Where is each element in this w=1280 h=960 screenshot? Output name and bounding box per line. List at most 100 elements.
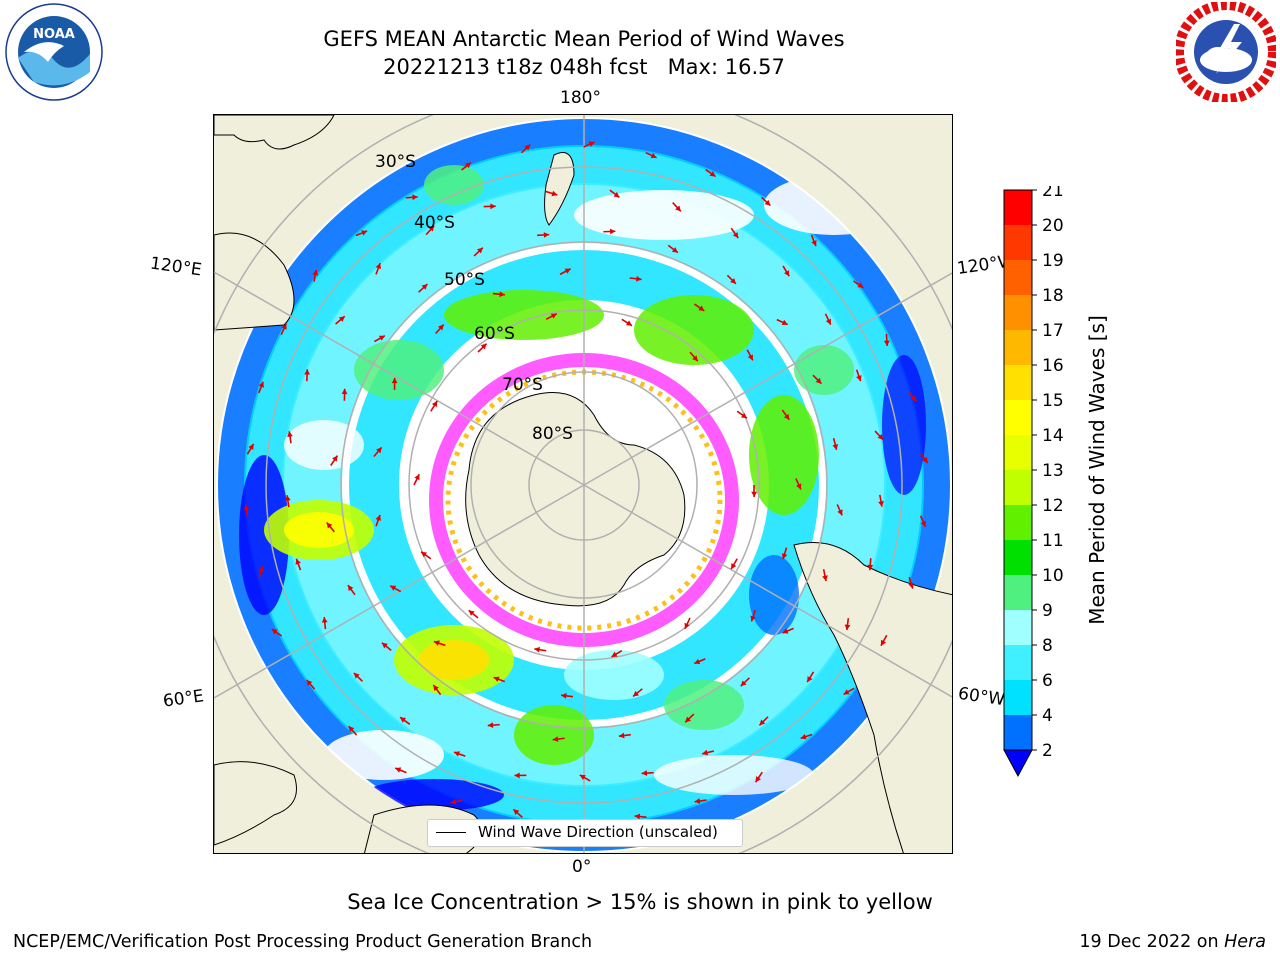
wave-arrow-head xyxy=(487,722,494,729)
legend-label: Wind Wave Direction (unscaled) xyxy=(478,823,718,841)
wave-arrow-head xyxy=(920,520,926,527)
colorbar-segment xyxy=(1004,680,1032,715)
colorbar-tick-label: 2 xyxy=(1042,741,1053,761)
colorbar-segment xyxy=(1004,190,1032,225)
wave-arrow-head xyxy=(326,522,333,529)
wave-arrow-head xyxy=(867,564,874,571)
colorbar-tick-label: 15 xyxy=(1042,391,1064,411)
wave-arrow-head xyxy=(433,640,440,646)
wave-arrow-head xyxy=(480,343,487,350)
colorbar-tick-label: 18 xyxy=(1042,286,1064,306)
colorbar-segment xyxy=(1004,365,1032,400)
lon-label-180: 180° xyxy=(560,88,601,108)
wave-arrow-head xyxy=(671,247,678,253)
footer-date: 19 Dec 2022 on Hera xyxy=(1079,932,1266,952)
wave-arrow-head xyxy=(414,474,420,481)
wave-arrow-head xyxy=(375,263,382,270)
wave-arrow-head xyxy=(685,716,691,723)
wave-arrow-head xyxy=(832,444,839,450)
colorbar-segment xyxy=(1004,400,1032,435)
wave-arrow-head xyxy=(550,313,557,319)
wave-arrow-head xyxy=(454,751,460,757)
wave-arrow-head xyxy=(807,676,813,683)
wave-arrow-head xyxy=(375,514,381,521)
wave-arrow-head xyxy=(755,776,761,783)
colorbar-tick-label: 12 xyxy=(1042,496,1064,516)
wave-arrow-head xyxy=(543,232,550,238)
wave-arrow-head xyxy=(751,491,757,497)
lon-label-60e: 60°E xyxy=(161,686,206,712)
sea-ice-note: Sea Ice Concentration > 15% is shown in … xyxy=(347,890,933,914)
wave-arrow-head xyxy=(781,319,788,326)
map-legend: Wind Wave Direction (unscaled) xyxy=(427,819,743,847)
wave-arrow-head xyxy=(878,500,884,507)
wave-arrow-head xyxy=(877,433,884,440)
wave-arrow-head xyxy=(611,651,618,657)
wave-arrow-head xyxy=(750,615,756,622)
wave-arrow-head xyxy=(908,582,914,589)
wave-arrow-head xyxy=(284,495,291,501)
colorbar-segment xyxy=(1004,575,1032,610)
legend-line xyxy=(436,832,466,833)
colorbar-graphic: 2 4 6 8 9 10 11 12 13 14 15 16 17 18 19 20 21 xyxy=(1003,181,1064,778)
wave-arrow-head xyxy=(428,225,435,232)
colorbar-tick-label: 16 xyxy=(1042,356,1064,376)
colorbar-segment xyxy=(1004,330,1032,365)
wave-arrow-head xyxy=(468,610,475,616)
wave-arrow-head xyxy=(295,558,301,565)
wave-arrow-head xyxy=(731,563,737,570)
wave-arrow-head xyxy=(730,278,736,284)
colorbar-tick-label: 10 xyxy=(1042,566,1064,586)
lon-label-60w: 60°W xyxy=(956,683,1007,711)
colorbar-segment xyxy=(1004,295,1032,330)
lat-label-40s: 40°S xyxy=(414,213,455,233)
continent-australia-top xyxy=(214,115,335,150)
wave-arrow-head xyxy=(450,799,457,805)
wave-arrow-head xyxy=(922,457,928,463)
wave-arrow-head xyxy=(338,316,345,322)
nws-logo xyxy=(1174,0,1278,104)
wave-arrow-head xyxy=(348,726,355,732)
colorbar-segment xyxy=(1004,540,1032,575)
wave-arrow-head xyxy=(732,232,739,239)
wave-arrow-head xyxy=(641,770,648,776)
footer-credit: NCEP/EMC/Verification Post Processing Pr… xyxy=(13,932,593,952)
wave-arrow-head xyxy=(625,320,632,326)
wave-arrow-head xyxy=(258,381,264,388)
wave-arrow-head xyxy=(675,205,681,212)
wave-arrow-head xyxy=(588,141,595,147)
wave-arrow-head xyxy=(524,144,531,151)
wave-arrow-head xyxy=(499,291,505,298)
wave-arrow-head xyxy=(306,679,313,686)
colorbar-tick-label: 19 xyxy=(1042,251,1064,271)
colorbar-tick-label: 6 xyxy=(1042,671,1053,691)
continent-south-america xyxy=(793,542,952,853)
colorbar-tick-label: 13 xyxy=(1042,461,1064,481)
lat-label-80s: 80°S xyxy=(532,424,573,444)
wave-arrow-head xyxy=(800,733,807,740)
wave-arrow-head xyxy=(552,736,559,742)
wave-arrow-head xyxy=(304,369,310,375)
lat-label-70s: 70°S xyxy=(502,375,543,395)
antarctica xyxy=(465,392,686,607)
wave-arrow-head xyxy=(378,335,385,341)
wave-arrow-head xyxy=(534,646,540,653)
wave-arrow-head xyxy=(759,719,766,726)
wave-arrow-head xyxy=(438,324,444,331)
map-canvas xyxy=(214,115,952,853)
wave-arrow-head xyxy=(741,412,747,419)
colorbar-segment xyxy=(1004,505,1032,540)
colorbar-segment xyxy=(1004,260,1032,295)
lat-label-30s: 30°S xyxy=(375,152,416,172)
wave-arrow-head xyxy=(880,639,887,646)
wave-arrow-head xyxy=(391,377,398,384)
wave-arrow-head xyxy=(613,191,620,198)
wave-arrow-head xyxy=(412,194,418,201)
wave-arrow-head xyxy=(332,455,338,462)
lon-label-120e: 120°E xyxy=(148,253,203,281)
colorbar-segment xyxy=(1004,470,1032,505)
wave-arrow-head xyxy=(844,624,851,631)
wave-arrow-head xyxy=(747,354,753,361)
wave-arrow-head xyxy=(822,575,828,582)
wave-arrow-head xyxy=(433,685,439,691)
